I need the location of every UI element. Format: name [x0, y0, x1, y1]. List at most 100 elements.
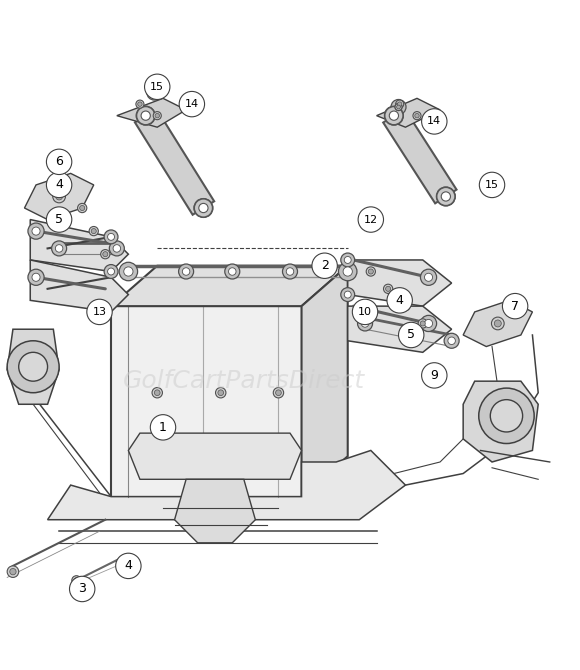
Circle shape [91, 228, 96, 234]
Circle shape [113, 245, 121, 252]
Circle shape [79, 206, 85, 210]
Circle shape [441, 192, 451, 201]
Circle shape [413, 112, 421, 120]
Circle shape [420, 269, 437, 285]
Circle shape [444, 333, 459, 348]
Circle shape [448, 337, 455, 344]
Circle shape [155, 113, 160, 118]
Polygon shape [135, 109, 214, 215]
Circle shape [361, 320, 369, 327]
Circle shape [89, 226, 99, 236]
Circle shape [108, 233, 114, 241]
Polygon shape [463, 300, 532, 346]
Circle shape [115, 553, 141, 579]
Text: 15: 15 [485, 180, 499, 190]
Circle shape [153, 112, 161, 120]
Circle shape [341, 253, 354, 267]
Circle shape [74, 578, 79, 583]
Circle shape [7, 566, 19, 578]
Circle shape [46, 149, 72, 174]
Circle shape [179, 91, 205, 117]
Text: 10: 10 [358, 307, 372, 317]
Circle shape [147, 85, 162, 100]
Circle shape [101, 249, 110, 259]
Circle shape [345, 291, 351, 298]
Circle shape [151, 89, 158, 96]
Polygon shape [302, 266, 348, 496]
Polygon shape [348, 306, 452, 352]
Circle shape [137, 107, 155, 125]
Text: 2: 2 [321, 259, 329, 272]
Circle shape [422, 109, 447, 134]
Circle shape [53, 190, 66, 203]
Polygon shape [48, 450, 405, 520]
Circle shape [312, 253, 338, 279]
Text: 9: 9 [430, 369, 438, 382]
Text: GolfCartPartsDirect: GolfCartPartsDirect [123, 369, 365, 393]
Circle shape [124, 267, 133, 276]
Polygon shape [111, 306, 302, 496]
Circle shape [150, 415, 176, 440]
Circle shape [415, 113, 419, 118]
Text: 14: 14 [185, 99, 199, 109]
Circle shape [151, 89, 158, 96]
Circle shape [179, 264, 194, 279]
Polygon shape [117, 98, 186, 127]
Polygon shape [463, 381, 538, 462]
Text: 3: 3 [78, 582, 86, 596]
Circle shape [72, 576, 81, 585]
Circle shape [478, 388, 534, 444]
Polygon shape [128, 433, 302, 479]
Circle shape [345, 257, 351, 263]
Circle shape [78, 204, 87, 212]
Circle shape [137, 102, 142, 107]
Circle shape [28, 269, 44, 285]
Circle shape [341, 287, 354, 302]
Circle shape [104, 265, 118, 279]
Text: 4: 4 [55, 178, 63, 192]
Circle shape [136, 100, 144, 108]
Circle shape [418, 319, 427, 328]
Circle shape [154, 390, 160, 395]
Text: 5: 5 [407, 328, 415, 342]
Circle shape [119, 262, 137, 281]
Circle shape [368, 269, 374, 274]
Text: 6: 6 [55, 155, 63, 168]
Circle shape [152, 387, 162, 398]
Polygon shape [175, 479, 255, 543]
Circle shape [32, 273, 40, 281]
Text: 4: 4 [396, 294, 404, 307]
Circle shape [491, 317, 504, 330]
Circle shape [401, 302, 410, 311]
Circle shape [386, 286, 391, 291]
Circle shape [144, 74, 170, 99]
Circle shape [403, 304, 408, 309]
Circle shape [397, 102, 402, 107]
Text: 12: 12 [364, 214, 378, 224]
Circle shape [218, 390, 224, 395]
Circle shape [103, 252, 108, 257]
Circle shape [398, 322, 424, 348]
Circle shape [87, 299, 112, 324]
Circle shape [194, 199, 213, 217]
Circle shape [104, 230, 118, 244]
Circle shape [352, 299, 378, 324]
Circle shape [229, 268, 236, 275]
Circle shape [52, 241, 67, 256]
Circle shape [136, 107, 155, 125]
Text: 15: 15 [150, 82, 164, 92]
Text: 4: 4 [125, 559, 132, 572]
Circle shape [343, 267, 352, 276]
Text: 14: 14 [427, 117, 441, 127]
Circle shape [70, 576, 95, 602]
Circle shape [397, 105, 400, 109]
Circle shape [182, 268, 190, 275]
Circle shape [385, 107, 403, 125]
Circle shape [225, 264, 240, 279]
Circle shape [383, 284, 393, 293]
Circle shape [490, 399, 523, 432]
Circle shape [108, 268, 114, 275]
Circle shape [339, 262, 357, 281]
Circle shape [7, 341, 59, 393]
Circle shape [282, 264, 298, 279]
